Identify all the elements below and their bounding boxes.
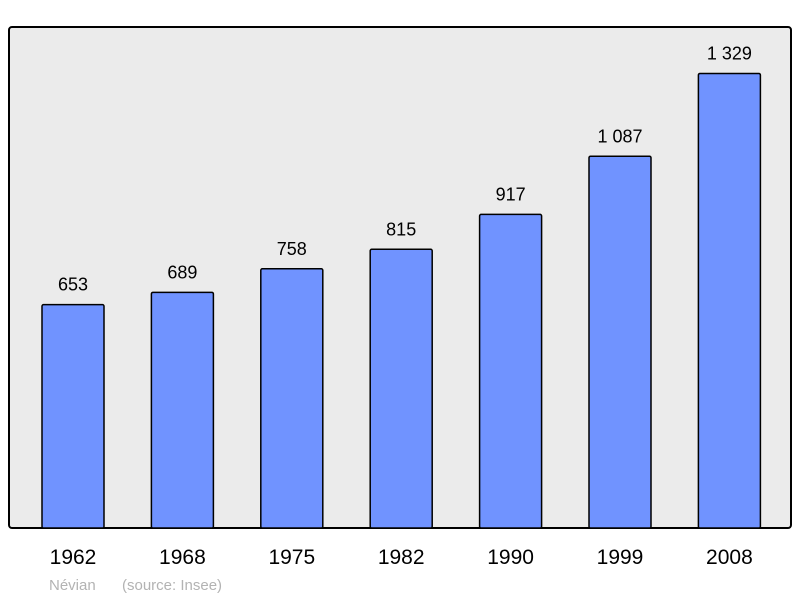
bar-1962 (41, 303, 105, 529)
x-tick-label: 1962 (50, 546, 97, 569)
value-label: 653 (58, 275, 88, 295)
value-label: 1 087 (597, 126, 642, 146)
x-tick-label: 1975 (268, 546, 315, 569)
x-tick-label: 2008 (706, 546, 753, 569)
value-label: 815 (386, 219, 416, 239)
value-label: 758 (277, 239, 307, 259)
bar-1968 (150, 291, 215, 529)
footer-source: (source: Insee) (122, 577, 222, 594)
x-tick-label: 1999 (597, 546, 644, 569)
x-tick-label: 1982 (378, 546, 425, 569)
footer-place: Névian (49, 577, 96, 594)
x-tick-label: 1968 (159, 546, 206, 569)
bar-1975 (260, 268, 324, 529)
value-label: 1 329 (707, 44, 752, 64)
x-tick-label: 1990 (487, 546, 534, 569)
bar-1999 (588, 155, 652, 529)
bar-1982 (369, 248, 433, 529)
value-label: 917 (496, 184, 526, 204)
bar-2008 (697, 72, 762, 529)
value-label: 689 (167, 262, 197, 282)
bar-1990 (478, 213, 543, 529)
